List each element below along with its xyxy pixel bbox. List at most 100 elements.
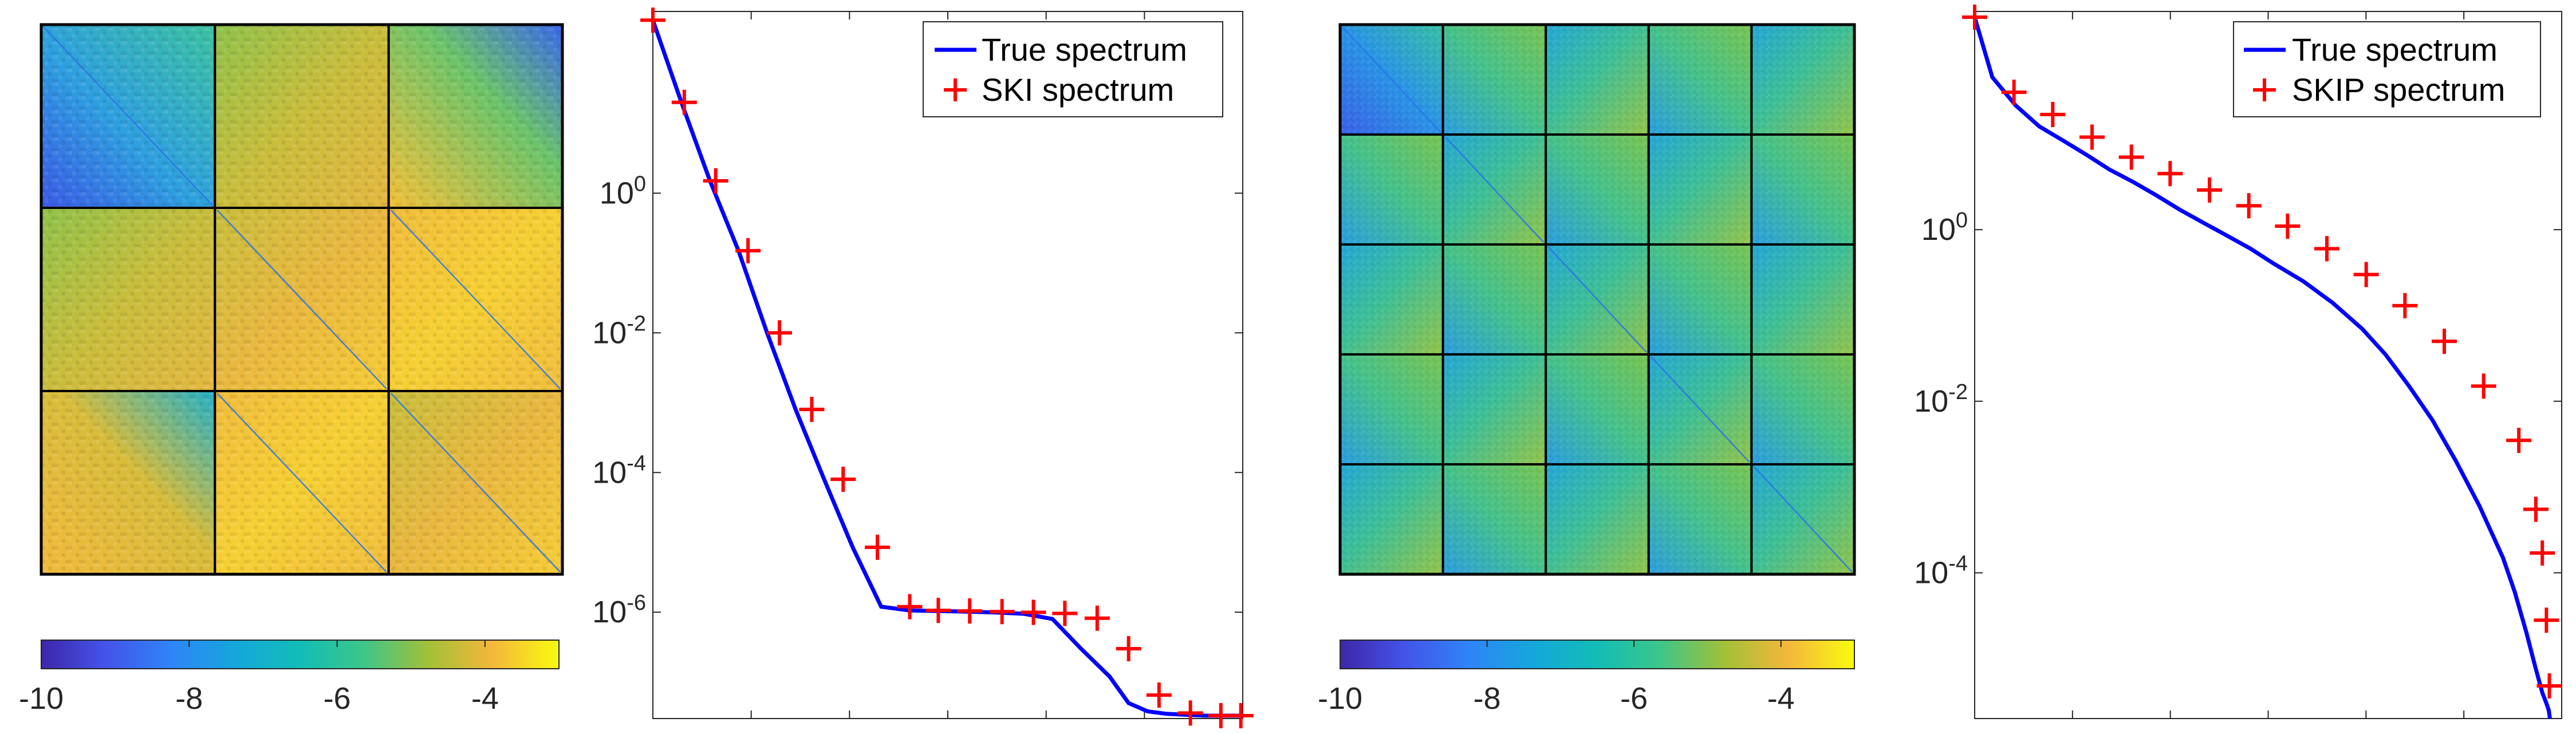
ski-marker-12: [1021, 599, 1046, 625]
skip-block-texture-1-0: [1340, 135, 1443, 244]
skip-spectrum-plot: 100 10-2 10-4 True spectrum SKIP spectrum: [1914, 5, 2562, 719]
ski-matrix-border: [40, 23, 564, 576]
skip-block-texture-4-0: [1340, 464, 1443, 574]
ski-cbar-tick-label-1: -8: [175, 681, 203, 716]
skip-marker-4: [2118, 144, 2144, 170]
skip-plot-axes-box: [1974, 11, 2562, 719]
ski-matrix-heatmap: [40, 23, 564, 576]
ski-ytick-label-0: 100: [600, 172, 646, 210]
ski-plot-axes-box: [652, 11, 1243, 719]
skip-marker-7: [2236, 193, 2262, 219]
skip-cbar-tick-label-2: -6: [1620, 681, 1648, 716]
skip-block-texture-1-2: [1546, 135, 1649, 244]
skip-block-texture-4-3: [1648, 464, 1752, 574]
ski-marker-7: [865, 534, 891, 560]
ski-spectrum-plot: 100 10-2 10-4 10-6 True spectrum SKI spectr…: [592, 7, 1254, 728]
ski-legend-true-label: True spectrum: [982, 31, 1187, 68]
skip-marker-0: [1962, 5, 1987, 30]
ski-ytick-label-1: 10-2: [592, 311, 646, 350]
ski-marker-10: [957, 598, 983, 624]
skip-block-texture-3-2: [1546, 354, 1649, 464]
ski-marker-1: [671, 89, 697, 115]
ski-marker-9: [925, 598, 951, 623]
skip-marker-3: [2079, 124, 2105, 150]
ski-cbar-tick-label-3: -4: [471, 681, 499, 716]
skip-marker-8: [2275, 213, 2301, 239]
ski-block-texture-0-2: [388, 25, 562, 208]
skip-block-texture-2-1: [1443, 244, 1546, 354]
skip-cbar-tick-label-3: -4: [1767, 681, 1795, 716]
skip-marker-18: [2536, 673, 2562, 699]
skip-marker-13: [2471, 373, 2496, 399]
ski-cbar-tick-label-0: -10: [19, 681, 64, 716]
skip-diagonal-3-3: [1650, 356, 1750, 463]
ski-marker-6: [830, 467, 856, 492]
skip-block-texture-0-1: [1443, 25, 1546, 135]
skip-block-texture-2-4: [1751, 244, 1854, 354]
skip-ytick-label-1: 10-2: [1914, 380, 1968, 419]
skip-diagonal-1-1: [1444, 136, 1545, 243]
ski-diagonal-2-2: [390, 393, 561, 573]
skip-true-spectrum-line: [1972, 17, 2552, 719]
skip-marker-9: [2314, 236, 2339, 262]
skip-block-texture-3-1: [1443, 354, 1546, 464]
skip-block-texture-2-0: [1340, 244, 1443, 354]
skip-matrix-border: [1338, 23, 1856, 576]
ski-marker-5: [799, 397, 825, 423]
ski-marker-8: [897, 594, 923, 619]
skip-diagonal-0-0: [1342, 26, 1441, 133]
ski-diagonal-1-1: [216, 210, 387, 389]
ski-marker-15: [1116, 636, 1141, 662]
skip-marker-14: [2506, 428, 2532, 453]
skip-block-texture-1-4: [1751, 135, 1854, 244]
skip-matrix-heatmap: [1338, 23, 1856, 576]
ski-ytick-label-2: 10-4: [592, 451, 646, 490]
skip-legend-marker-swatch: [2253, 78, 2276, 101]
ski-ytick-label-3: 10-6: [592, 591, 646, 629]
ski-marker-2: [703, 168, 728, 194]
skip-ytick-label-2: 10-4: [1914, 551, 1968, 590]
skip-colorbar: -10 -8 -6 -4: [1318, 640, 1855, 716]
ski-marker-4: [766, 320, 792, 346]
skip-marker-1: [2001, 80, 2027, 105]
ski-marker-13: [1052, 601, 1078, 626]
skip-block-texture-3-4: [1751, 354, 1854, 464]
skip-legend-box: [2233, 21, 2541, 117]
skip-cbar-tick-label-0: -10: [1318, 681, 1362, 716]
ski-legend-box: [923, 21, 1223, 117]
skip-marker-17: [2534, 607, 2559, 633]
skip-block-texture-1-3: [1648, 135, 1752, 244]
skip-block-texture-0-4: [1751, 25, 1854, 135]
skip-marker-12: [2432, 329, 2457, 354]
skip-marker-5: [2157, 161, 2183, 187]
skip-legend-true-label: True spectrum: [2292, 31, 2498, 68]
ski-marker-11: [989, 599, 1015, 625]
skip-ytick-label-0: 100: [1921, 208, 1968, 247]
ski-marker-17: [1177, 700, 1203, 726]
skip-marker-15: [2523, 496, 2549, 522]
skip-cbar-tick-label-1: -8: [1474, 681, 1501, 716]
ski-colorbar: -10 -8 -6 -4: [19, 640, 560, 716]
skip-block-texture-4-2: [1546, 464, 1649, 574]
skip-marker-16: [2530, 540, 2555, 566]
ski-block-texture-2-0: [41, 391, 215, 574]
ski-marker-3: [735, 238, 761, 263]
ski-marker-14: [1084, 605, 1110, 631]
skip-marker-6: [2197, 177, 2222, 203]
ski-legend-marker-swatch: [944, 78, 967, 101]
ski-block-texture-1-0: [41, 208, 215, 391]
skip-block-texture-2-3: [1648, 244, 1752, 354]
ski-legend-ski-label: SKI spectrum: [982, 72, 1174, 108]
skip-colorbar-gradient: [1340, 640, 1855, 669]
skip-block-texture-0-3: [1648, 25, 1752, 135]
skip-diagonal-2-2: [1547, 246, 1647, 353]
skip-diagonal-4-4: [1753, 466, 1853, 573]
ski-diagonal-2-1: [216, 393, 387, 573]
ski-marker-16: [1146, 682, 1172, 708]
ski-diagonal-0-0: [43, 26, 214, 206]
ski-diagonal-1-2: [390, 210, 561, 389]
skip-block-texture-0-2: [1546, 25, 1649, 135]
ski-legend: True spectrum SKI spectrum: [923, 21, 1223, 117]
skip-marker-11: [2392, 293, 2418, 318]
skip-marker-10: [2353, 262, 2379, 287]
